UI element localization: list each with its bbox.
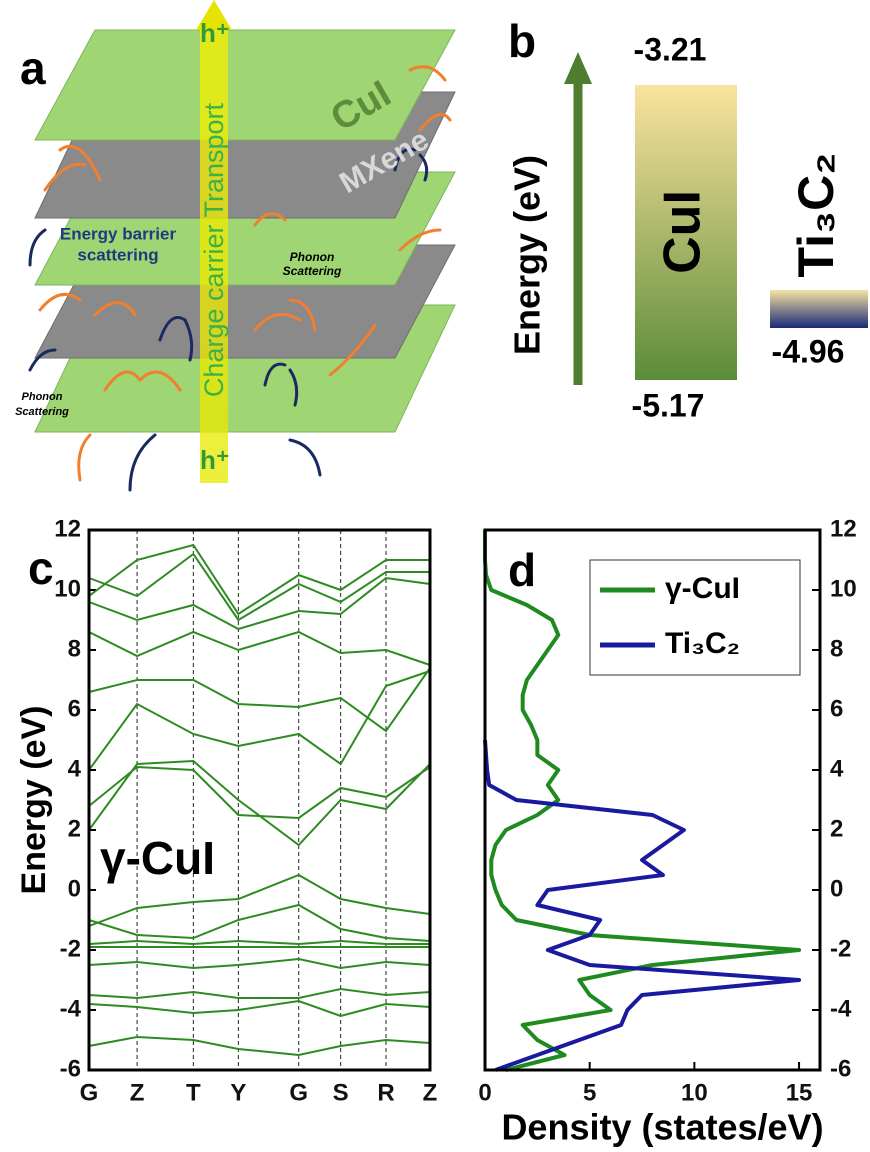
legend-label: Ti₃C₂	[665, 627, 740, 660]
band-line	[89, 578, 430, 629]
x-axis-label: Density (states/eV)	[501, 1107, 823, 1148]
band-line	[89, 1037, 430, 1055]
y-tick-label: -6	[60, 1055, 81, 1082]
arrow-label: Charge carrier Transport	[199, 102, 229, 397]
x-tick-label: Z	[423, 1079, 438, 1106]
y-tick-label: 2	[68, 815, 81, 842]
x-tick-label: S	[333, 1079, 349, 1106]
y-tick-label: 8	[830, 635, 843, 662]
x-tick-label: 10	[681, 1079, 708, 1106]
barrier-label: Energy barrier	[60, 224, 177, 243]
panel-letter: a	[20, 42, 46, 94]
band-line	[89, 959, 430, 968]
y-tick-label: -2	[60, 935, 81, 962]
y-tick-label: 4	[68, 755, 82, 782]
axis-label: Energy (eV)	[507, 155, 548, 355]
y-tick-label: 12	[830, 515, 857, 542]
panel-letter: c	[28, 542, 54, 594]
level-label: -4.96	[772, 333, 845, 369]
y-tick-label: 0	[830, 875, 843, 902]
phonon-label: Scattering	[15, 406, 69, 418]
x-tick-label: G	[80, 1079, 99, 1106]
x-tick-label: 5	[583, 1079, 596, 1106]
x-tick-label: Z	[130, 1079, 145, 1106]
figure: a h⁺ h⁺ CuI MXene Charge carrier Transpo…	[0, 0, 870, 1152]
level-label: -3.21	[634, 31, 707, 67]
band-line	[89, 905, 430, 941]
plot-frame	[89, 530, 430, 1070]
y-tick-label: 6	[830, 695, 843, 722]
legend-label: γ-CuI	[665, 572, 740, 605]
band-line	[89, 941, 430, 944]
mxene-band	[770, 290, 868, 328]
panel-letter: b	[508, 15, 536, 67]
x-tick-label: 15	[786, 1079, 813, 1106]
y-tick-label: -4	[830, 995, 852, 1022]
x-tick-label: T	[186, 1079, 201, 1106]
band-label: CuI	[654, 190, 712, 274]
y-tick-label: 0	[68, 875, 81, 902]
band-line	[89, 545, 430, 614]
level-label: -5.17	[632, 387, 705, 423]
hole-label: h⁺	[200, 18, 230, 48]
band-label: Ti₃C₂	[788, 153, 844, 278]
band-line	[89, 767, 430, 818]
y-tick-label: -6	[830, 1055, 851, 1082]
y-tick-label: 4	[830, 755, 844, 782]
band-line	[89, 989, 430, 998]
y-tick-label: 6	[68, 695, 81, 722]
x-tick-label: 0	[478, 1079, 491, 1106]
barrier-label: scattering	[77, 245, 158, 264]
band-line	[89, 1001, 430, 1016]
dos-line	[485, 740, 799, 1070]
y-tick-label: 8	[68, 635, 81, 662]
x-tick-label: R	[377, 1079, 394, 1106]
annotation: γ-CuI	[100, 832, 215, 884]
y-tick-label: 10	[830, 575, 857, 602]
phonon-label: Phonon	[290, 250, 335, 264]
x-tick-label: G	[289, 1079, 308, 1106]
phonon-label: Phonon	[22, 391, 63, 403]
energy-arrow-head	[564, 52, 592, 84]
phonon-label: Scattering	[283, 264, 342, 278]
y-tick-label: 2	[830, 815, 843, 842]
y-tick-label: -4	[60, 995, 82, 1022]
band-line	[89, 671, 430, 770]
y-tick-label: 10	[54, 575, 81, 602]
y-tick-label: -2	[830, 935, 851, 962]
y-tick-label: 12	[54, 515, 81, 542]
panel-letter: d	[508, 544, 536, 596]
band-line	[89, 632, 430, 665]
hole-label: h⁺	[200, 445, 230, 475]
x-tick-label: Y	[230, 1079, 246, 1106]
y-axis-label: Energy (eV)	[15, 706, 53, 895]
